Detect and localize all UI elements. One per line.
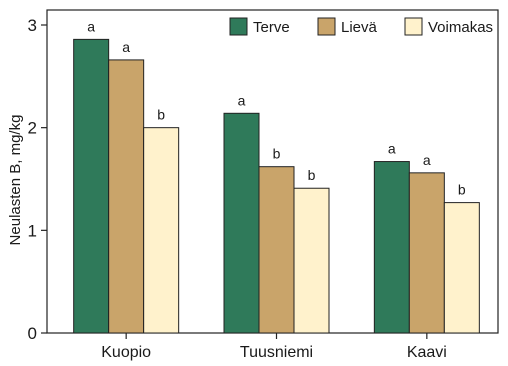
- legend-swatch: [404, 17, 423, 36]
- bar-significance-label: a: [122, 39, 130, 55]
- bar-significance-label: a: [388, 141, 396, 157]
- bar-significance-label: b: [157, 107, 165, 123]
- y-tick-label: 2: [28, 119, 37, 138]
- y-axis-label: Neulasten B, mg/kg: [7, 115, 24, 246]
- bar: [373, 161, 410, 334]
- bar: [108, 59, 145, 334]
- bars: a a b a b b a a b: [73, 18, 480, 334]
- bar-significance-label: b: [308, 167, 316, 183]
- bar: [443, 202, 480, 334]
- bar: [143, 127, 180, 334]
- bar-significance-label: a: [423, 152, 431, 168]
- y-tick-label: 3: [28, 16, 37, 35]
- bar-significance-label: b: [273, 146, 281, 162]
- bar: [293, 187, 330, 334]
- x-tick-label: Kaavi: [407, 344, 447, 361]
- bar: [258, 166, 295, 334]
- x-tick-label: Kuopio: [101, 344, 151, 361]
- y-tick-label: 1: [28, 221, 37, 240]
- legend-swatch: [317, 17, 336, 36]
- bar-significance-label: a: [87, 18, 95, 34]
- bar: [408, 172, 445, 334]
- legend-label: Terve: [253, 19, 290, 36]
- x-tick-label: Tuusniemi: [240, 344, 313, 361]
- bar: [73, 38, 110, 334]
- y-tick-label: 0: [28, 324, 37, 343]
- bar-significance-label: b: [458, 182, 466, 198]
- legend: Terve Lievä Voimakas: [229, 17, 493, 36]
- bar-significance-label: a: [238, 92, 246, 108]
- legend-label: Voimakas: [428, 19, 493, 36]
- legend-label: Lievä: [341, 19, 378, 36]
- legend-swatch: [229, 17, 248, 36]
- bar: [223, 112, 260, 334]
